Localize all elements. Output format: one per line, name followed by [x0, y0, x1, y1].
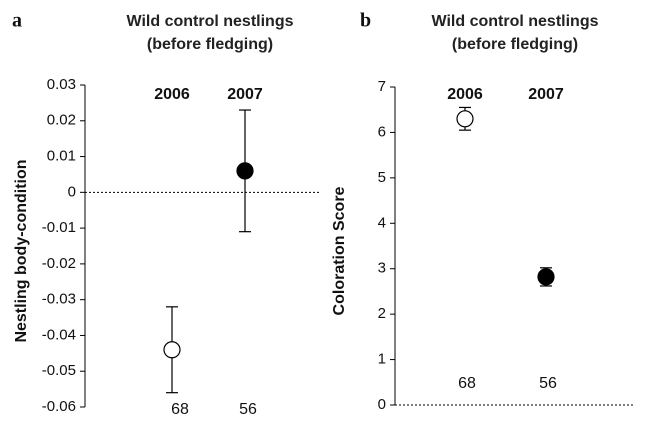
sample-size: 56 — [239, 401, 257, 418]
y-tick-label: 0.03 — [47, 76, 76, 93]
y-tick-label: 0.02 — [47, 112, 76, 129]
y-tick-label: 5 — [378, 169, 386, 186]
y-tick-label: -0.06 — [42, 398, 76, 415]
y-tick-label: -0.01 — [42, 219, 76, 236]
chart-subtitle: (before fledging) — [452, 36, 578, 53]
chart-subtitle: (before fledging) — [147, 36, 273, 53]
y-tick-label: 0 — [68, 183, 76, 200]
category-label: 2006 — [154, 86, 190, 103]
category-label: 2007 — [528, 86, 564, 103]
y-tick-label: 1 — [378, 351, 386, 368]
point — [163, 341, 181, 359]
y-tick-label: -0.02 — [42, 255, 76, 272]
y-tick-label: 3 — [378, 260, 386, 277]
y-tick-label: 6 — [378, 123, 386, 140]
y-tick-label: 0 — [378, 396, 386, 413]
category-label: 2006 — [447, 86, 483, 103]
point — [456, 110, 474, 128]
y-tick-label: -0.05 — [42, 362, 76, 379]
panel-label: b — [360, 10, 371, 32]
y-axis-label: Coloration Score — [331, 186, 348, 315]
y-tick-label: 0.01 — [47, 148, 76, 165]
y-tick-label: -0.04 — [42, 326, 76, 343]
category-label: 2007 — [227, 86, 263, 103]
chart-title: Wild control nestlings — [432, 13, 599, 30]
point — [236, 162, 254, 180]
sample-size: 68 — [171, 401, 189, 418]
sample-size: 68 — [458, 375, 476, 392]
y-axis-label: Nestling body-condition — [13, 159, 30, 342]
sample-size: 56 — [539, 375, 557, 392]
y-tick-label: 4 — [378, 214, 386, 231]
y-tick-label: -0.03 — [42, 291, 76, 308]
point — [537, 268, 555, 286]
y-tick-label: 2 — [378, 305, 386, 322]
chart-title: Wild control nestlings — [127, 13, 294, 30]
panel-label: a — [12, 10, 22, 32]
y-tick-label: 7 — [378, 78, 386, 95]
